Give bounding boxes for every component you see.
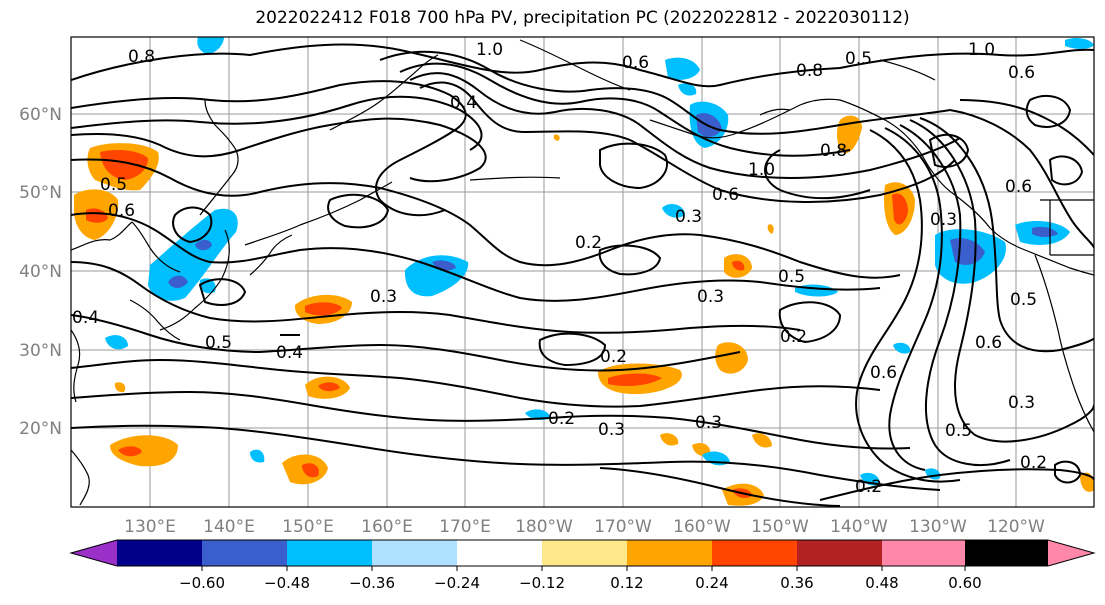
contour-label: 0.6 <box>870 363 897 383</box>
contour-label: 0.3 <box>598 420 625 440</box>
colorbar-segment <box>627 540 712 566</box>
coastlines <box>71 39 1094 506</box>
colorbar-tick-label: −0.36 <box>349 574 395 592</box>
colorbar: −0.60 −0.48 −0.36 −0.24 −0.12 0.12 0.24 … <box>69 539 1096 592</box>
colorbar-segment <box>117 540 202 566</box>
latitude-axis: 60°N 50°N 40°N 30°N 20°N <box>19 105 62 439</box>
lat-label: 50°N <box>19 183 62 203</box>
contour-label: 1.0 <box>476 40 503 60</box>
contour-label: 0.4 <box>450 93 477 113</box>
lon-label: 150°W <box>751 517 809 537</box>
colorbar-segment <box>457 540 542 566</box>
colorbar-extend-high <box>1048 540 1094 566</box>
colorbar-tick-label: −0.60 <box>179 574 225 592</box>
colorbar-segment <box>542 540 627 566</box>
lon-label: 140°W <box>830 517 888 537</box>
contour-label: 0.5 <box>205 333 232 353</box>
contour-label: 0.6 <box>622 53 649 73</box>
contour-labels: 0.8 1.0 0.6 0.5 1.0 0.6 0.8 0.4 0.5 0.6 … <box>72 40 1047 497</box>
lat-label: 20°N <box>19 419 62 439</box>
contour-label: 0.3 <box>370 287 397 307</box>
pv-contours <box>71 43 1094 507</box>
lon-label: 140°E <box>203 517 255 537</box>
colorbar-segment <box>712 540 797 566</box>
map-title: 2022022412 F018 700 hPa PV, precipitatio… <box>255 8 910 28</box>
colorbar-tick-label: 0.24 <box>695 574 728 592</box>
colorbar-segment <box>202 540 287 566</box>
map-frame <box>70 36 1095 508</box>
contour-label: 0.6 <box>712 185 739 205</box>
longitude-axis: 130°E 140°E 150°E 160°E 170°E 180°W 170°… <box>124 517 1045 537</box>
contour-label: 0.2 <box>575 233 602 253</box>
lon-label: 160°W <box>673 517 731 537</box>
contour-label: 0.5 <box>1010 290 1037 310</box>
contour-label: 1.0 <box>748 160 775 180</box>
contour-label: 0.2 <box>600 347 627 367</box>
lon-label: 150°E <box>282 517 334 537</box>
contour-label: 1.0 <box>968 40 995 60</box>
contour-label: 0.6 <box>1005 177 1032 197</box>
contour-label: 0.3 <box>675 207 702 227</box>
contour-label: 0.8 <box>820 141 847 161</box>
lon-label: 170°E <box>439 517 491 537</box>
colorbar-tick-label: 0.60 <box>948 574 981 592</box>
contour-label: 0.6 <box>975 333 1002 353</box>
colorbar-tick-label: 0.12 <box>610 574 643 592</box>
colorbar-segment <box>882 540 965 566</box>
lon-label: 170°W <box>594 517 652 537</box>
lon-label: 160°E <box>361 517 413 537</box>
contour-label: 0.5 <box>100 175 127 195</box>
contour-label: 0.5 <box>945 421 972 441</box>
contour-label: 0.5 <box>778 267 805 287</box>
contour-label: 0.8 <box>796 61 823 81</box>
contour-label: 0.8 <box>128 47 155 67</box>
contour-label: 0.3 <box>1008 393 1035 413</box>
contour-label: 0.6 <box>1008 63 1035 83</box>
contour-label: 0.3 <box>697 287 724 307</box>
lat-label: 60°N <box>19 105 62 125</box>
contour-label: 0.2 <box>548 409 575 429</box>
contour-label: 0.4 <box>72 308 99 328</box>
lat-label: 30°N <box>19 341 62 361</box>
colorbar-segment <box>965 540 1048 566</box>
contour-label: 0.2 <box>780 327 807 347</box>
colorbar-tick-label: −0.12 <box>519 574 565 592</box>
lon-label: 120°W <box>987 517 1045 537</box>
contour-label: 0.6 <box>108 201 135 221</box>
colorbar-tick-label: −0.48 <box>264 574 310 592</box>
lon-label: 180°W <box>515 517 573 537</box>
lon-label: 130°W <box>909 517 967 537</box>
colorbar-segment <box>372 540 457 566</box>
colorbar-extend-low <box>71 540 117 566</box>
contour-label: 0.5 <box>845 49 872 69</box>
lon-label: 130°E <box>124 517 176 537</box>
colorbar-tick-label: 0.36 <box>780 574 813 592</box>
map-panel <box>71 37 1094 507</box>
contour-label: 0.2 <box>1020 453 1047 473</box>
colorbar-segment <box>797 540 882 566</box>
contour-label: 0.2 <box>855 477 882 497</box>
contour-label: 0.3 <box>930 210 957 230</box>
colorbar-segment <box>287 540 372 566</box>
colorbar-tick-label: −0.24 <box>434 574 480 592</box>
lat-label: 40°N <box>19 262 62 282</box>
colorbar-outline <box>69 539 1096 567</box>
colorbar-tick-label: 0.48 <box>865 574 898 592</box>
contour-label: 0.4 <box>276 343 303 363</box>
contour-label: 0.3 <box>695 413 722 433</box>
